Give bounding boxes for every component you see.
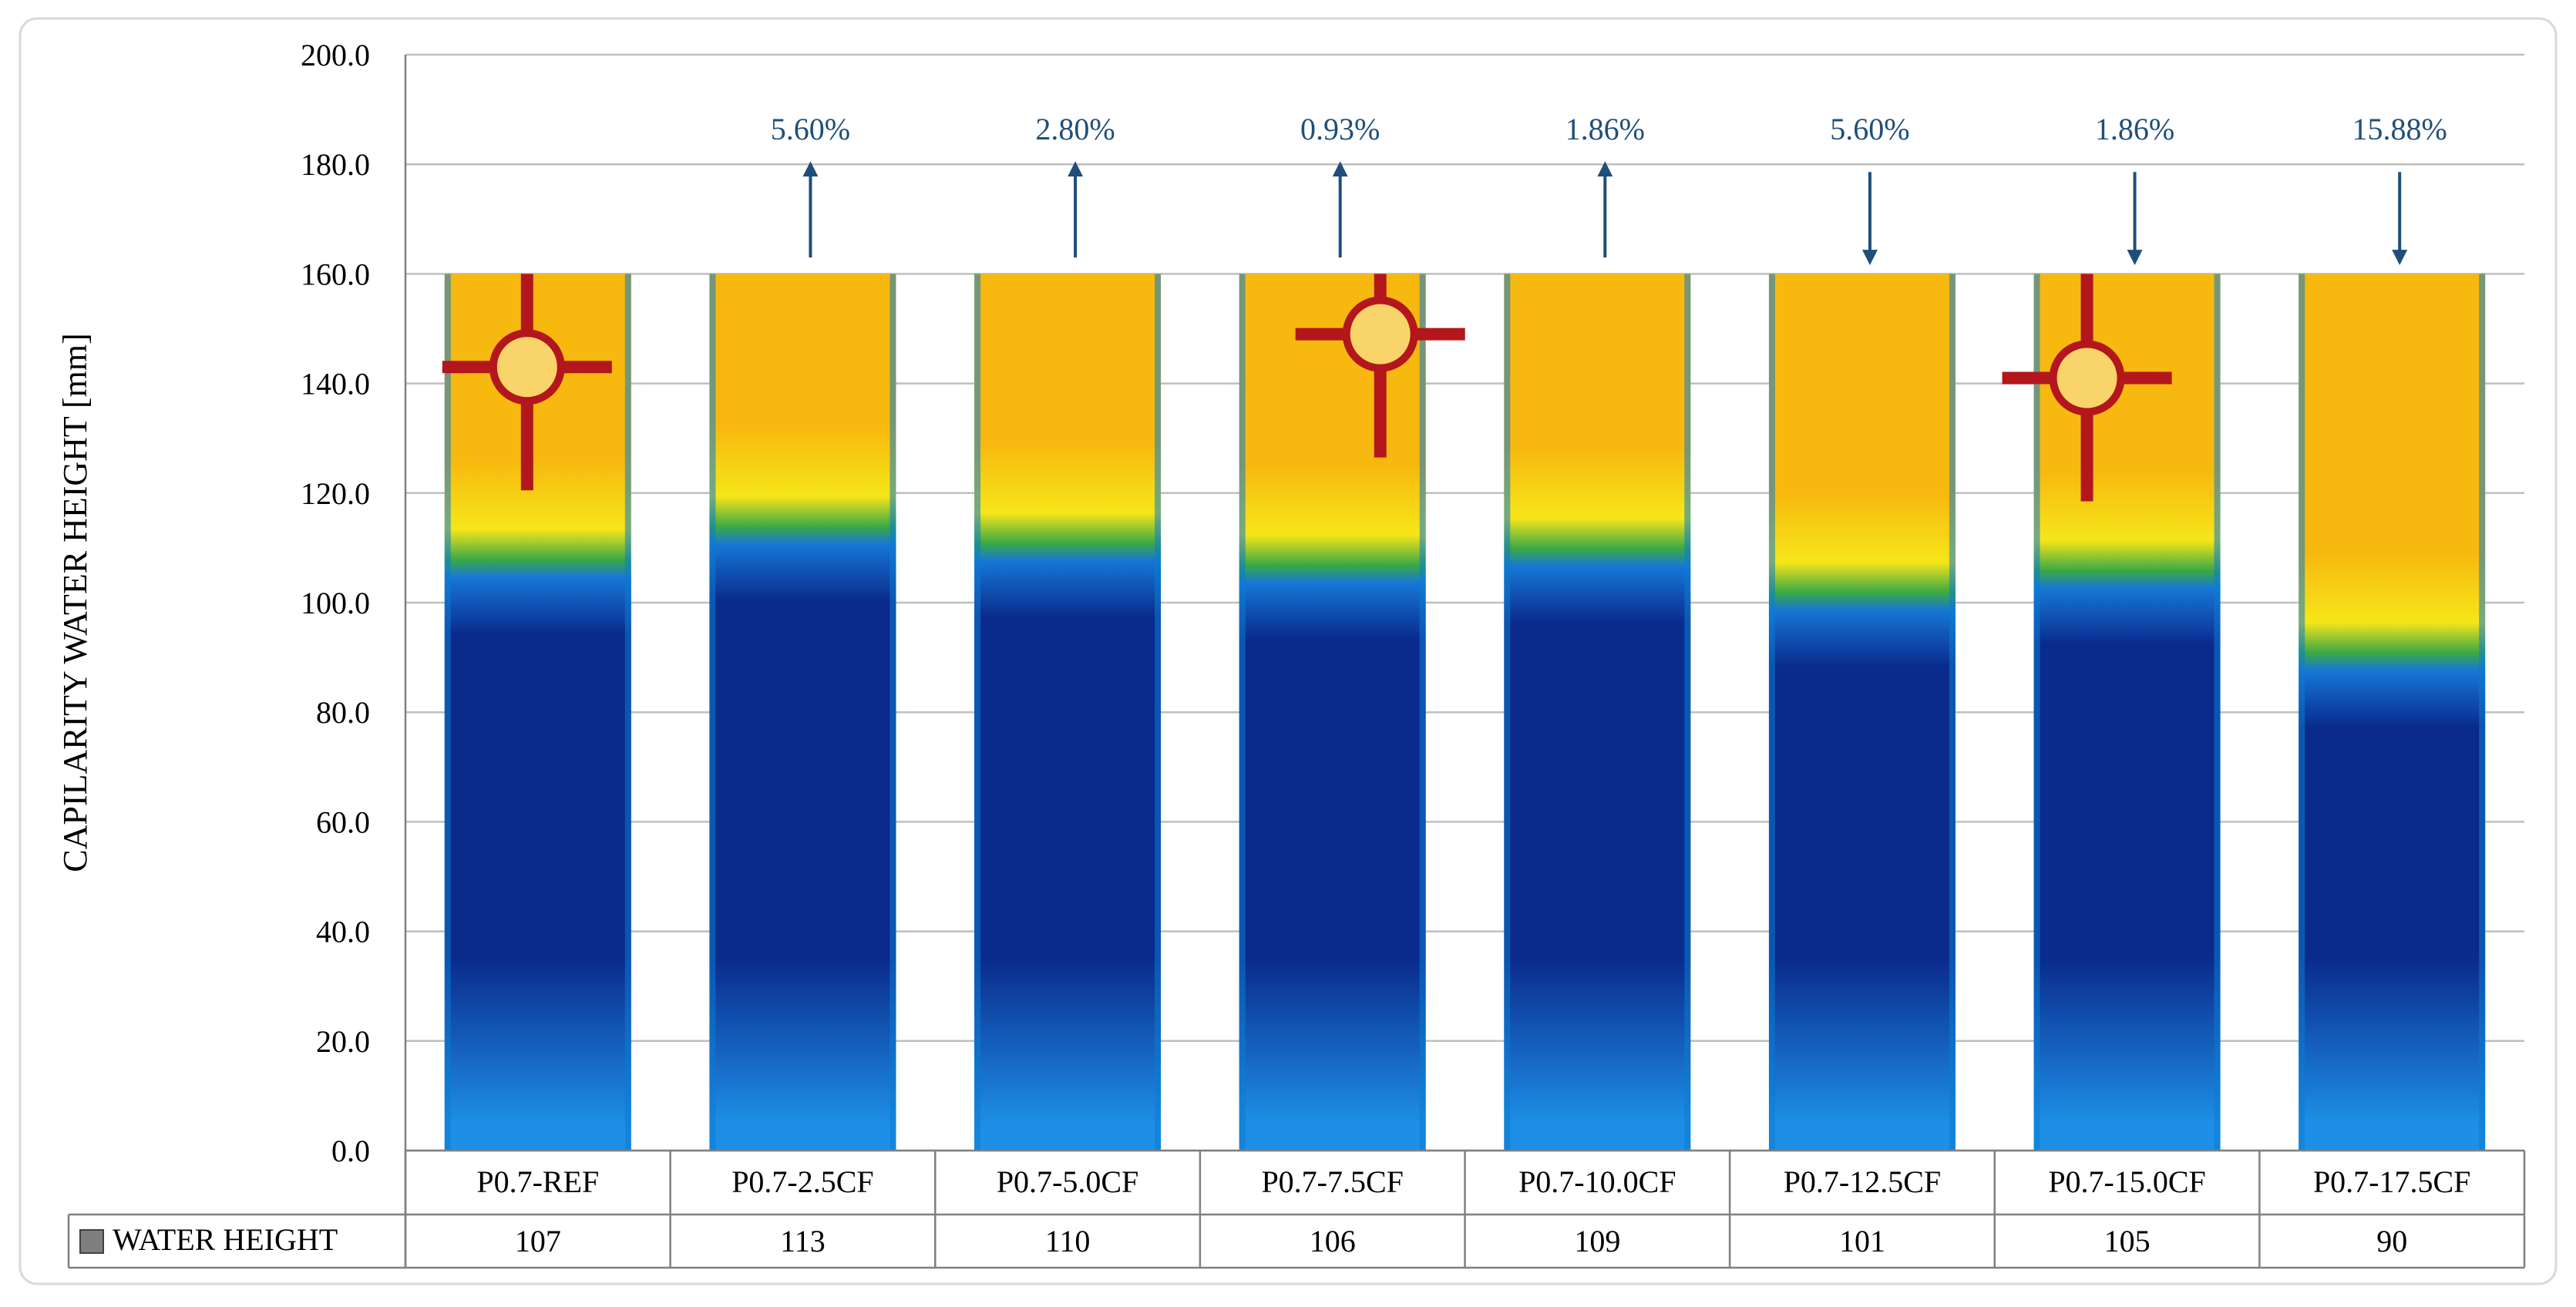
specimen-edge [1768, 274, 1775, 1151]
y-tick-label: 120.0 [301, 476, 370, 511]
specimen-edge [2479, 274, 2486, 1151]
y-tick-label: 180.0 [301, 147, 370, 182]
y-tick-label: 80.0 [316, 695, 370, 730]
specimen-edge [1949, 274, 1956, 1151]
x-tick-label: P0.7-REF [476, 1164, 599, 1199]
table-value: 90 [2376, 1224, 2407, 1258]
change-label: 0.93% [1300, 112, 1380, 146]
x-tick-label: P0.7-17.5CF [2313, 1164, 2471, 1199]
specimen-edge [1239, 274, 1246, 1151]
change-label: 1.86% [2095, 112, 2174, 146]
x-tick-label: P0.7-5.0CF [997, 1164, 1139, 1199]
legend-swatch [79, 1229, 104, 1254]
specimen-bar-p0-7-ref [444, 274, 631, 1151]
change-label: 5.60% [1830, 112, 1909, 146]
table-value: 113 [780, 1224, 826, 1258]
y-tick-label: 20.0 [316, 1024, 370, 1059]
measurement-marker [442, 274, 612, 491]
specimen-bars [442, 274, 2486, 1151]
specimen-bar-p0-7-15-0cf [2033, 274, 2221, 1151]
x-tick-label: P0.7-12.5CF [1784, 1164, 1942, 1199]
specimen-edge [889, 274, 896, 1151]
y-tick-label: 0.0 [331, 1134, 370, 1168]
y-tick-label: 40.0 [316, 915, 370, 949]
table-value: 106 [1310, 1224, 1356, 1258]
x-tick-label: P0.7-15.0CF [2048, 1164, 2206, 1199]
specimen-edge [1419, 274, 1426, 1151]
change-label: 2.80% [1035, 112, 1115, 146]
specimen-bar-p0-7-2-5cf [709, 274, 896, 1151]
table-value: 105 [2104, 1224, 2151, 1258]
change-annotations: 5.60% 2.80% 0.93% 1.86% 5.60% 1.86% 15.88% [771, 112, 2447, 266]
y-tick-label: 60.0 [316, 805, 370, 839]
specimen-bar-p0-7-10-0cf [1504, 274, 1691, 1151]
change-label: 15.88% [2352, 112, 2447, 146]
table-value: 107 [515, 1224, 561, 1258]
y-tick-label: 100.0 [301, 586, 370, 620]
table-value: 109 [1574, 1224, 1620, 1258]
specimen-bar-p0-7-7-5cf [1239, 274, 1426, 1151]
table-value: 101 [1839, 1224, 1885, 1258]
table-value: 110 [1045, 1224, 1091, 1258]
specimen-edge [2299, 274, 2305, 1151]
y-tick-label: 140.0 [301, 367, 370, 402]
specimen-edge [974, 274, 981, 1151]
change-label: 5.60% [771, 112, 850, 146]
specimen-edge [2214, 274, 2221, 1151]
measurement-marker [2002, 274, 2172, 502]
x-tick-label: P0.7-2.5CF [731, 1164, 874, 1199]
data-table: P0.7-REF 107 P0.7-2.5CF 113 P0.7-5.0CF 110 P0.… [67, 1149, 2526, 1269]
specimen-edge [2033, 274, 2040, 1151]
specimen-bar-p0-7-5-0cf [974, 274, 1162, 1151]
y-tick-labels: 0.0 20.0 40.0 60.0 80.0 100.0 120.0 140.0 160.0 1… [301, 38, 370, 1168]
y-tick-label: 200.0 [301, 38, 370, 72]
x-tick-label: P0.7-7.5CF [1261, 1164, 1404, 1199]
specimen-edge [1155, 274, 1162, 1151]
specimen-bar-p0-7-12-5cf [1768, 274, 1956, 1151]
specimen-bar-p0-7-17-5cf [2299, 274, 2486, 1151]
y-axis-label: CAPILARITY WATER HEIGHT [mm] [56, 333, 94, 872]
specimen-edge [709, 274, 716, 1151]
specimen-edge [444, 274, 451, 1151]
legend-label: WATER HEIGHT [113, 1222, 338, 1257]
specimen-edge [1684, 274, 1691, 1151]
measurement-marker [1295, 274, 1465, 458]
specimen-edge [1504, 274, 1511, 1151]
x-tick-label: P0.7-10.0CF [1518, 1164, 1676, 1199]
y-tick-label: 160.0 [301, 257, 370, 291]
change-label: 1.86% [1565, 112, 1645, 146]
specimen-edge [624, 274, 631, 1151]
